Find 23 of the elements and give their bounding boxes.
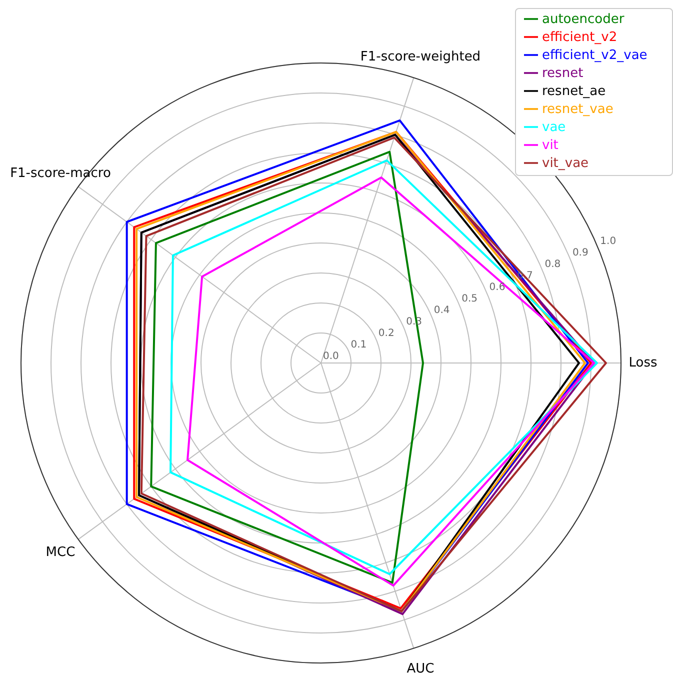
y-tick-label: 0.8: [544, 259, 561, 270]
y-tick-label: 0.2: [378, 328, 394, 340]
legend-label: resnet_ae: [542, 84, 606, 99]
spoke-label: AUC: [406, 662, 434, 673]
y-tick-label: 0.0: [323, 351, 339, 362]
spoke-label: MCC: [46, 544, 76, 560]
legend-label: resnet_vae: [542, 102, 614, 117]
y-tick-label: 0.4: [434, 305, 450, 316]
legend-label: efficient_v2_vae: [542, 48, 648, 63]
y-tick-label: 0.6: [489, 282, 506, 294]
y-tick-label: 1.0: [600, 236, 616, 248]
spoke-label: Loss: [628, 356, 658, 370]
y-tick-label: 0.7: [517, 270, 533, 282]
y-tick-label: 0.1: [350, 340, 367, 351]
legend-label: efficient_v2: [542, 30, 618, 45]
y-tick-label: 0.9: [572, 248, 588, 259]
spoke-label: F1-score-weighted: [360, 49, 481, 64]
legend-label: vit: [542, 138, 558, 153]
legend-label: autoencoder: [542, 12, 624, 27]
legend-label: vae: [542, 120, 566, 135]
legend-label: vit_vae: [542, 156, 589, 171]
legend-label: resnet: [542, 66, 584, 81]
y-tick-label: 0.5: [462, 294, 478, 305]
